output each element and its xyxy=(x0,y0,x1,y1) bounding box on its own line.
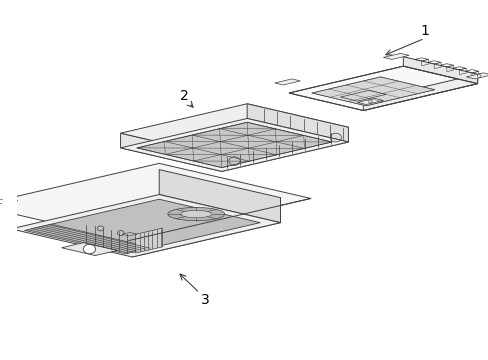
Text: C: C xyxy=(0,199,2,205)
Polygon shape xyxy=(222,127,348,171)
Text: 2: 2 xyxy=(180,89,188,103)
Polygon shape xyxy=(311,77,434,106)
Text: 3: 3 xyxy=(201,293,209,307)
Polygon shape xyxy=(288,66,477,111)
Polygon shape xyxy=(132,198,280,257)
Polygon shape xyxy=(0,163,310,240)
Polygon shape xyxy=(274,79,300,85)
Polygon shape xyxy=(11,194,280,257)
Polygon shape xyxy=(180,211,211,218)
Polygon shape xyxy=(121,133,222,171)
Text: 1: 1 xyxy=(419,24,428,38)
Circle shape xyxy=(83,244,95,254)
Polygon shape xyxy=(465,73,488,79)
Polygon shape xyxy=(159,170,280,222)
Polygon shape xyxy=(137,122,331,167)
Polygon shape xyxy=(24,224,152,254)
Polygon shape xyxy=(31,199,260,252)
Polygon shape xyxy=(121,118,348,171)
Polygon shape xyxy=(383,53,408,59)
Polygon shape xyxy=(246,104,348,142)
Polygon shape xyxy=(135,228,162,253)
Polygon shape xyxy=(403,57,477,84)
Polygon shape xyxy=(61,243,117,256)
Polygon shape xyxy=(167,207,224,221)
Polygon shape xyxy=(363,74,477,111)
Polygon shape xyxy=(357,98,383,104)
Polygon shape xyxy=(121,104,348,157)
